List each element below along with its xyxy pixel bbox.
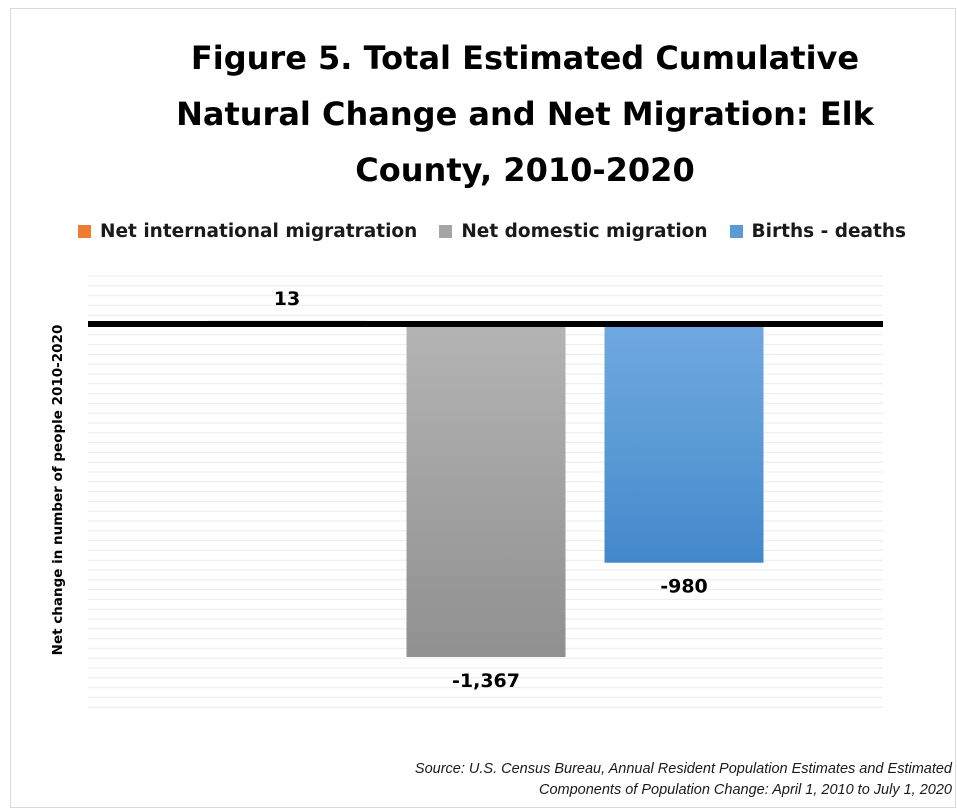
legend-label-domestic: Net domestic migration	[461, 220, 708, 242]
bar-domestic	[406, 324, 566, 657]
legend-swatch-international	[78, 224, 91, 238]
legend-swatch-domestic	[439, 224, 453, 238]
bar-births-deaths	[604, 324, 764, 563]
legend-label-births-deaths: Births - deaths	[751, 220, 906, 242]
source-note: Source: U.S. Census Bureau, Annual Resid…	[414, 761, 952, 798]
data-label-domestic: -1,367	[452, 670, 520, 692]
chart-title: Figure 5. Total Estimated Cumulative Nat…	[176, 39, 874, 189]
data-labels: 13 -1,367 -980	[274, 288, 708, 692]
legend-label-international: Net international migratration	[100, 220, 418, 242]
legend-item-international: Net international migratration	[78, 221, 417, 242]
legend-item-domestic: Net domestic migration	[439, 220, 708, 242]
bars	[207, 320, 764, 657]
data-label-births-deaths: -980	[660, 576, 708, 598]
legend-item-births-deaths: Births - deaths	[729, 220, 906, 242]
legend-swatch-births-deaths	[729, 224, 743, 238]
data-label-international: 13	[274, 288, 300, 310]
chart-legend: Net international migratration Net domes…	[78, 217, 908, 245]
